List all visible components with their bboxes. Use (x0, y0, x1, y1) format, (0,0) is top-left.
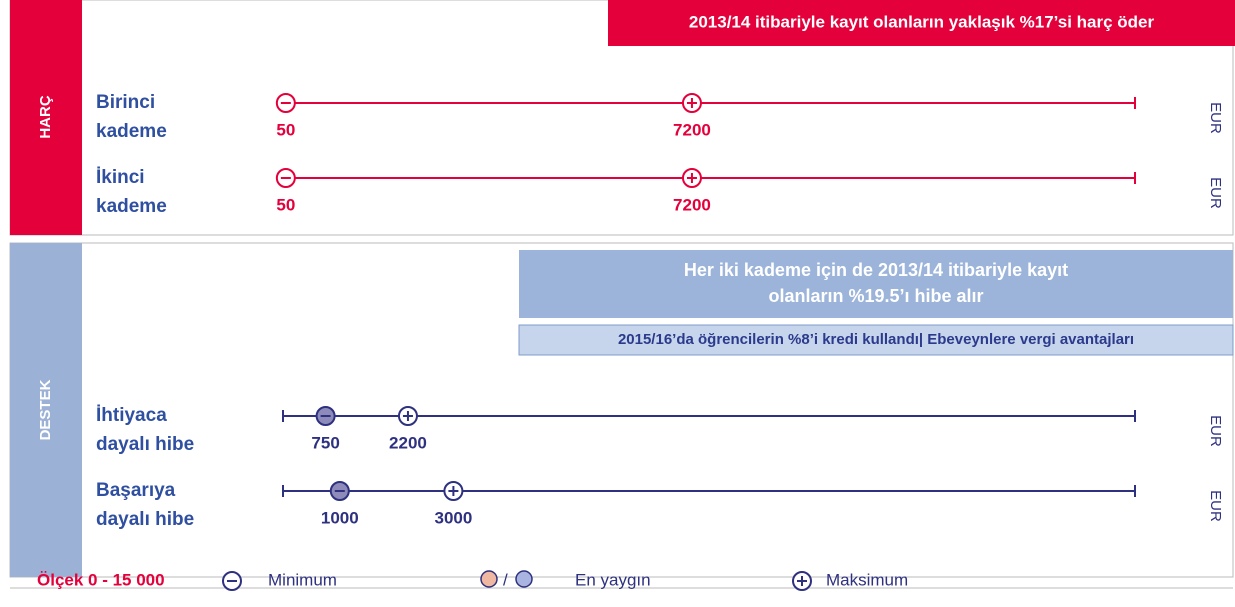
row-label: Birinci (96, 92, 155, 113)
banner-text: Her iki kademe için de 2013/14 itibariyl… (684, 260, 1068, 280)
banner (518, 324, 1234, 356)
row-label: Başarıya (96, 480, 176, 501)
max-marker (443, 481, 464, 501)
legend-swatch-red (480, 570, 498, 588)
legend-swatch-blue (515, 570, 533, 588)
legend-maximum: Maksimum (826, 570, 908, 589)
value-label: 3000 (434, 508, 472, 527)
min-marker (329, 481, 350, 501)
unit-label: EUR (1207, 415, 1224, 447)
banner-text: 2015/16’da öğrencilerin %8’i kredi kulla… (618, 331, 1134, 348)
banner-text: olanların %19.5’ı hibe alır (768, 286, 983, 306)
banner-text: 2013/14 itibariyle kayıt olanların yakla… (689, 12, 1155, 31)
row-label: kademe (96, 121, 167, 142)
value-label: 1000 (321, 508, 359, 527)
legend-separator: / (503, 570, 508, 589)
section-title: DESTEK (37, 379, 54, 440)
min-marker (275, 168, 296, 188)
value-label: 750 (311, 433, 339, 452)
row-label: İhtiyaca (96, 405, 167, 426)
value-label: 2200 (389, 433, 427, 452)
harc-bar (10, 0, 82, 235)
max-marker (397, 406, 418, 426)
min-marker (315, 406, 336, 426)
unit-label: EUR (1207, 102, 1224, 134)
max-marker (792, 571, 812, 591)
row-label: İkinci (96, 167, 145, 188)
scale-label: Ölçek 0 - 15 000 (37, 570, 165, 589)
unit-label: EUR (1207, 490, 1224, 522)
min-marker (222, 571, 242, 591)
row-label: dayalı hibe (96, 509, 194, 530)
row-label: kademe (96, 196, 167, 217)
destek-bar (10, 243, 82, 577)
value-label: 50 (276, 195, 295, 214)
max-marker (681, 168, 702, 188)
banner (608, 0, 1235, 46)
legend-common: En yaygın (575, 570, 651, 589)
banner (519, 250, 1233, 318)
unit-label: EUR (1207, 177, 1224, 209)
min-marker (275, 93, 296, 113)
value-label: 7200 (673, 120, 711, 139)
value-label: 50 (276, 120, 295, 139)
value-label: 7200 (673, 195, 711, 214)
row-label: dayalı hibe (96, 434, 194, 455)
legend-minimum: Minimum (268, 570, 337, 589)
max-marker (681, 93, 702, 113)
section-title: HARÇ (37, 95, 54, 138)
